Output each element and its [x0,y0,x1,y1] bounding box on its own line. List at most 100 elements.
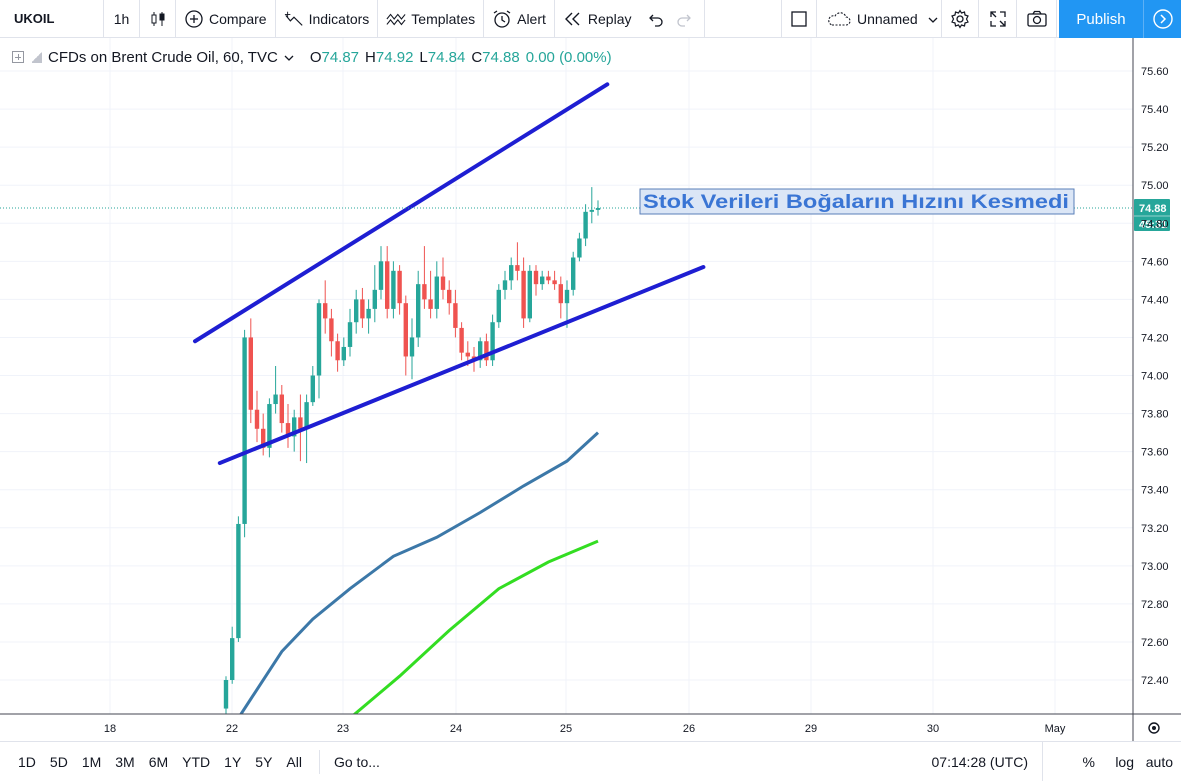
candle [589,187,594,224]
settings-button[interactable] [942,0,979,38]
x-tick-label: 26 [683,723,695,735]
indicators-icon [284,11,303,26]
high-label: H [365,48,376,66]
snapshot-button[interactable] [1017,0,1057,38]
auto-toggle[interactable]: auto [1145,754,1173,770]
close-label: C [471,48,483,66]
candle [447,280,452,315]
candle-body [496,289,501,323]
candle [577,232,582,262]
expand-icon [989,10,1006,27]
y-tick-label: 74.20 [1141,332,1169,344]
candle-body [223,680,229,709]
y-tick-label: 75.40 [1141,104,1169,116]
redo-icon [676,14,691,27]
candle [366,299,371,334]
candle-body [354,299,359,323]
play-button[interactable] [1143,0,1181,38]
range-1y[interactable]: 1Y [224,753,242,770]
symbol-search[interactable]: UKOIL [0,0,104,38]
price-axis[interactable]: 75.60 75.40 75.20 75.00 74.80 74.60 74.40 74.20… [1141,66,1169,687]
price-chart[interactable]: Stok Verileri Boğaların Hızını Kesmedi 74… [0,38,1181,741]
rewind-icon [564,12,580,25]
candle [391,261,396,319]
candle [564,280,570,328]
alarm-clock-icon [493,9,511,28]
candle-body [341,346,346,361]
change-value: 0.00 (0.00%) [525,48,612,66]
publish-button[interactable]: Publish [1059,0,1143,38]
candle [496,284,501,328]
candle-body [416,284,421,338]
axis-settings-button[interactable] [1148,722,1160,734]
y-tick-label: 75.00 [1141,180,1169,192]
candle-body [347,322,353,347]
candle [347,308,353,357]
candle [403,295,408,376]
upper-trendline[interactable] [193,82,610,344]
candlesticks [223,187,601,714]
range-5d[interactable]: 5D [49,753,68,770]
candle-body [329,318,334,342]
templates-button[interactable]: Templates [378,0,485,38]
expand-icon[interactable] [12,51,24,63]
log-toggle[interactable]: log [1115,754,1134,770]
candle [223,676,229,714]
candle [378,246,384,300]
candle-body [515,265,520,271]
layout-menu[interactable]: Unnamed [818,0,942,38]
trendlines[interactable] [193,82,706,466]
open-value: 74.87 [321,48,360,66]
chart-overlay: Stok Verileri Boğaların Hızını Kesmedi 74… [0,188,1170,232]
y-tick-label: 72.60 [1141,637,1169,649]
play-circle-icon [1152,9,1173,29]
redo-button[interactable] [670,0,705,38]
candle [242,329,247,538]
candle-body [422,284,427,300]
series-title[interactable]: CFDs on Brent Crude Oil, 60, TVC [48,48,278,66]
camera-icon [1026,10,1047,27]
range-3m[interactable]: 3M [115,753,135,770]
undo-button[interactable] [640,0,670,38]
x-tick-label: May [1045,723,1066,735]
lower-trendline[interactable] [217,265,706,466]
chart-type-button[interactable] [140,0,176,38]
candle-body [440,276,446,290]
compare-button[interactable]: Compare [176,0,276,38]
time-axis[interactable]: 18 22 23 24 25 26 29 30 May [104,723,1066,735]
range-1d[interactable]: 1D [18,753,36,770]
candle-body [366,308,371,319]
fullscreen-layout-button[interactable] [781,0,817,38]
range-ytd[interactable]: YTD [182,753,211,770]
candle-body [230,638,235,680]
replay-button[interactable]: Replay [555,0,640,38]
utc-clock[interactable]: 07:14:28 (UTC) [932,742,1043,781]
candle-body [447,289,452,304]
candle-body [533,270,539,285]
chevron-down-icon[interactable] [284,49,294,66]
indicators-button[interactable]: Indicators [276,0,379,38]
range-all[interactable]: All [286,753,302,770]
candle-body [292,417,297,437]
goto-button[interactable]: Go to... [318,749,380,774]
fullscreen-button[interactable] [979,0,1017,38]
annotation-label[interactable]: Stok Verileri Boğaların Hızını Kesmedi [639,188,1075,215]
candle-body [236,523,241,639]
range-1m[interactable]: 1M [81,753,102,770]
candle [292,409,297,452]
y-tick-label: 73.80 [1141,409,1169,421]
top-toolbar: UKOIL 1h Compare Indicators Templates Al… [0,0,1181,38]
candle-body [577,238,582,258]
candle-body [552,280,557,285]
x-tick-label: 23 [337,723,349,735]
candle [230,626,235,684]
candle-body [248,337,253,410]
candle-body [490,322,495,361]
candle [310,365,315,406]
percent-toggle[interactable]: % [1082,754,1095,770]
range-6m[interactable]: 6M [148,753,169,770]
range-5y[interactable]: 5Y [255,753,273,770]
y-tick-label: 74.80 [1141,218,1169,230]
alert-button[interactable]: Alert [484,0,555,38]
interval-button[interactable]: 1h [104,0,140,38]
